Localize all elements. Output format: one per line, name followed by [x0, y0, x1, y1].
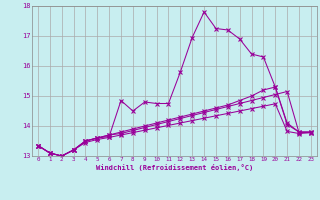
X-axis label: Windchill (Refroidissement éolien,°C): Windchill (Refroidissement éolien,°C) [96, 164, 253, 171]
